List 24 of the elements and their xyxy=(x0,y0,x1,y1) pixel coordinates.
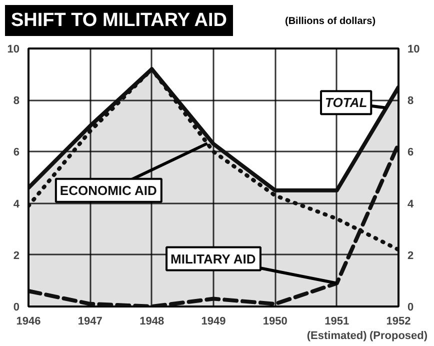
y2-tick-label: 6 xyxy=(408,146,414,159)
chart-subtitle: (Billions of dollars) xyxy=(285,15,376,29)
y-tick-label: 0 xyxy=(13,302,20,314)
y-tick-label: 8 xyxy=(13,95,20,108)
chart-title: SHIFT TO MILITARY AID xyxy=(5,5,234,36)
x-tick-label: 1952 (Proposed) xyxy=(369,316,428,342)
y-tick-label: 6 xyxy=(13,146,20,159)
x-tick-label: 1946 xyxy=(16,316,41,328)
x-tick-label: 1948 xyxy=(140,316,164,328)
x-tick-label: 1950 xyxy=(262,316,288,328)
series-label: TOTAL xyxy=(325,95,368,110)
y-tick-label: 2 xyxy=(13,250,20,262)
text: MILITARY AID xyxy=(170,251,256,266)
x-tick-label: 1947 xyxy=(78,316,102,328)
series-label: ECONOMIC AID xyxy=(60,182,157,198)
y-tick-label: 10 xyxy=(7,44,20,56)
y2-tick-label: 10 xyxy=(408,44,420,56)
x-tick-label: 1949 xyxy=(201,316,226,328)
x-tick-label: 1951 (Estimated) xyxy=(306,316,368,342)
y2-tick-label: 2 xyxy=(408,250,414,262)
y2-tick-label: 8 xyxy=(408,95,414,108)
y-tick-label: 4 xyxy=(13,198,20,210)
y2-tick-label: 4 xyxy=(408,198,414,210)
y2-tick-label: 0 xyxy=(408,302,414,314)
